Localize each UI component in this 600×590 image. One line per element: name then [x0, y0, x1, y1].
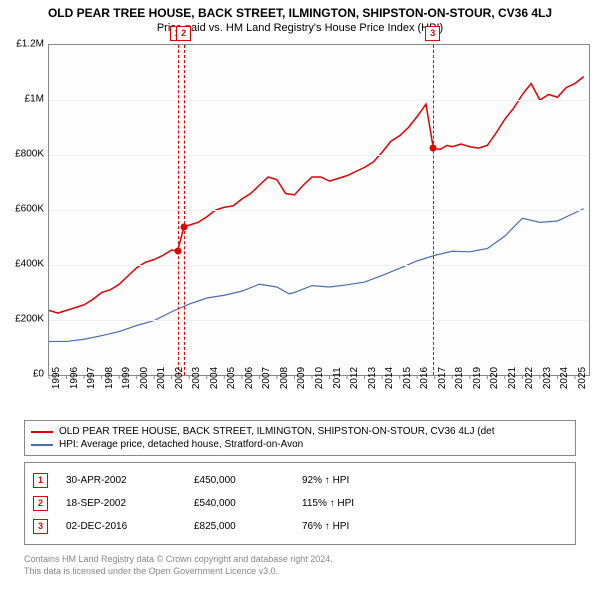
x-tick-label: 2000	[139, 367, 150, 389]
event-price: £825,000	[194, 521, 284, 532]
event-price: £540,000	[194, 498, 284, 509]
marker-dot	[174, 248, 181, 255]
gridline	[49, 320, 589, 321]
x-tick-label: 2022	[524, 367, 535, 389]
y-tick-label: £600K	[4, 204, 44, 215]
x-tick-label: 2020	[489, 367, 500, 389]
footer-line-1: Contains HM Land Registry data © Crown c…	[24, 554, 576, 566]
gridline	[49, 100, 589, 101]
x-tick-label: 2011	[332, 367, 343, 389]
event-date: 18-SEP-2002	[66, 498, 176, 509]
event-row: 3 02-DEC-2016 £825,000 76% ↑ HPI	[31, 515, 569, 538]
marker-vline	[433, 45, 434, 375]
event-row: 1 30-APR-2002 £450,000 92% ↑ HPI	[31, 469, 569, 492]
x-tick-label: 2004	[209, 367, 220, 389]
x-tick-label: 2005	[226, 367, 237, 389]
x-tick-label: 2017	[437, 367, 448, 389]
x-tick-label: 2003	[191, 367, 202, 389]
marker-label: 2	[176, 26, 191, 41]
event-date: 30-APR-2002	[66, 475, 176, 486]
chart-subtitle: Price paid vs. HM Land Registry's House …	[0, 20, 600, 34]
legend-box: OLD PEAR TREE HOUSE, BACK STREET, ILMING…	[24, 420, 576, 456]
gridline	[49, 210, 589, 211]
marker-dot	[181, 223, 188, 230]
events-table: 1 30-APR-2002 £450,000 92% ↑ HPI 2 18-SEP-200…	[24, 462, 576, 545]
x-tick-label: 2016	[419, 367, 430, 389]
x-tick-label: 2015	[402, 367, 413, 389]
marker-label: 3	[425, 26, 440, 41]
legend-item: OLD PEAR TREE HOUSE, BACK STREET, ILMING…	[31, 425, 569, 438]
x-tick-label: 2021	[507, 367, 518, 389]
x-tick-label: 1995	[51, 367, 62, 389]
chart-container: OLD PEAR TREE HOUSE, BACK STREET, ILMING…	[0, 0, 600, 590]
gridline	[49, 155, 589, 156]
y-tick-label: £400K	[4, 259, 44, 270]
x-tick-label: 2010	[314, 367, 325, 389]
x-tick-label: 1998	[104, 367, 115, 389]
marker-vline	[184, 45, 185, 375]
legend-swatch	[31, 431, 53, 433]
event-date: 02-DEC-2016	[66, 521, 176, 532]
y-tick-label: £200K	[4, 314, 44, 325]
plot-area	[48, 44, 590, 376]
x-tick-label: 2008	[279, 367, 290, 389]
series-line	[49, 77, 584, 314]
y-tick-label: £800K	[4, 149, 44, 160]
y-tick-label: £0	[4, 369, 44, 380]
x-tick-label: 2007	[261, 367, 272, 389]
event-marker-number: 3	[33, 519, 48, 534]
legend-swatch	[31, 444, 53, 446]
event-delta: 76% ↑ HPI	[302, 521, 402, 532]
x-tick-label: 1999	[121, 367, 132, 389]
x-tick-label: 2025	[577, 367, 588, 389]
event-price: £450,000	[194, 475, 284, 486]
x-tick-label: 2013	[367, 367, 378, 389]
x-tick-label: 2006	[244, 367, 255, 389]
event-row: 2 18-SEP-2002 £540,000 115% ↑ HPI	[31, 492, 569, 515]
y-tick-label: £1.2M	[4, 39, 44, 50]
event-delta: 115% ↑ HPI	[302, 498, 402, 509]
legend-label: OLD PEAR TREE HOUSE, BACK STREET, ILMING…	[59, 426, 494, 437]
x-tick-label: 2009	[296, 367, 307, 389]
event-delta: 92% ↑ HPI	[302, 475, 402, 486]
chart-title: OLD PEAR TREE HOUSE, BACK STREET, ILMING…	[0, 0, 600, 20]
x-tick-label: 2024	[559, 367, 570, 389]
x-tick-label: 2012	[349, 367, 360, 389]
y-tick-label: £1M	[4, 94, 44, 105]
marker-vline	[178, 45, 179, 375]
x-tick-label: 2023	[542, 367, 553, 389]
x-tick-label: 2001	[156, 367, 167, 389]
footer-line-2: This data is licensed under the Open Gov…	[24, 566, 576, 578]
marker-dot	[430, 145, 437, 152]
event-marker-number: 1	[33, 473, 48, 488]
x-tick-label: 2002	[174, 367, 185, 389]
x-tick-label: 1996	[69, 367, 80, 389]
x-tick-label: 2014	[384, 367, 395, 389]
event-marker-number: 2	[33, 496, 48, 511]
x-tick-label: 2018	[454, 367, 465, 389]
legend-item: HPI: Average price, detached house, Stra…	[31, 438, 569, 451]
x-tick-label: 1997	[86, 367, 97, 389]
footer-attribution: Contains HM Land Registry data © Crown c…	[24, 554, 576, 577]
x-tick-label: 2019	[472, 367, 483, 389]
gridline	[49, 265, 589, 266]
legend-label: HPI: Average price, detached house, Stra…	[59, 439, 303, 450]
